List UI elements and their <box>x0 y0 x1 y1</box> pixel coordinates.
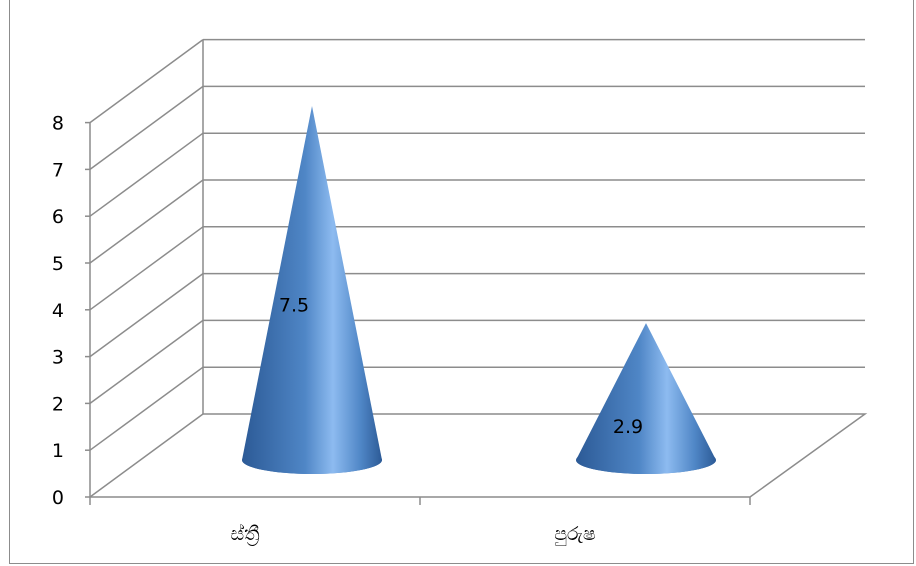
y-tick-label: 6 <box>52 206 64 228</box>
y-tick-label: 4 <box>52 300 64 322</box>
category-label: පුරුෂ <box>554 523 596 547</box>
side-gridline <box>89 272 204 358</box>
x-axis-categories: ස්ත්‍රී පුරුෂ <box>230 523 595 547</box>
chart-frame <box>9 0 914 564</box>
side-gridline <box>89 132 204 217</box>
y-tick-label: 1 <box>52 440 64 462</box>
floor <box>90 413 868 498</box>
gridlines <box>89 38 865 498</box>
axes <box>85 39 868 505</box>
cone-2 <box>576 323 716 474</box>
side-gridline <box>89 179 204 264</box>
category-label: ස්ත්‍රී <box>230 523 259 546</box>
side-gridline <box>89 366 204 451</box>
data-labels: 7.5 2.9 <box>279 294 643 438</box>
y-tick-label: 8 <box>52 113 64 135</box>
side-gridline <box>89 85 204 171</box>
y-tick-label: 5 <box>52 253 64 275</box>
side-gridline <box>89 413 204 498</box>
y-tick-label: 7 <box>52 159 64 181</box>
data-label: 2.9 <box>613 416 643 438</box>
y-axis-ticks: 0 1 2 3 4 5 6 7 8 <box>52 113 64 509</box>
cone-body <box>242 106 382 474</box>
cone-body <box>576 323 716 474</box>
side-gridline <box>89 319 204 405</box>
data-label: 7.5 <box>279 294 309 316</box>
y-tick-label: 0 <box>52 487 64 509</box>
y-tick-label: 2 <box>52 393 64 415</box>
cones <box>242 106 716 474</box>
side-gridline <box>89 38 204 124</box>
y-tick-label: 3 <box>52 347 64 369</box>
side-gridline <box>89 226 204 311</box>
cone-1 <box>242 106 382 474</box>
